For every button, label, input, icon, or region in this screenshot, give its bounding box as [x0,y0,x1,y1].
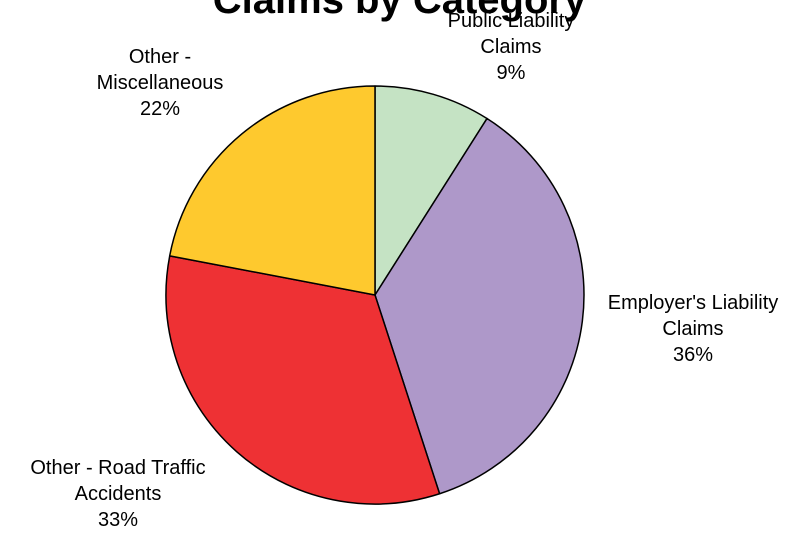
pie-slice-employers-liability [374,117,585,495]
slice-percent: 22% [139,98,181,120]
slice-label-public-liability: Public Liability Claims 9% [448,8,575,86]
slice-label-line: Public Liability [447,10,575,32]
pie-slice-road-traffic [165,255,441,505]
pie-slice-public-liability [374,85,488,296]
slice-percent: 33% [97,509,139,531]
slice-label-line: Claims [480,36,542,58]
slice-label-employers-liability: Employer's Liability Claims 36% [608,290,779,368]
slice-label-miscellaneous: Other - Miscellaneous 22% [97,44,224,122]
slice-label-line: Miscellaneous [96,72,224,94]
slice-label-line: Claims [662,318,724,340]
slice-label-line: Accidents [74,483,162,505]
pie-slice-miscellaneous [168,85,376,296]
slice-label-line: Employer's Liability [607,292,779,314]
slice-percent: 36% [672,344,714,366]
slice-label-line: Other - [128,46,192,68]
slice-label-line: Other - Road Traffic [30,457,206,479]
slice-percent: 9% [496,62,526,84]
pie-slices [165,85,585,505]
slice-label-road-traffic: Other - Road Traffic Accidents 33% [30,455,205,533]
